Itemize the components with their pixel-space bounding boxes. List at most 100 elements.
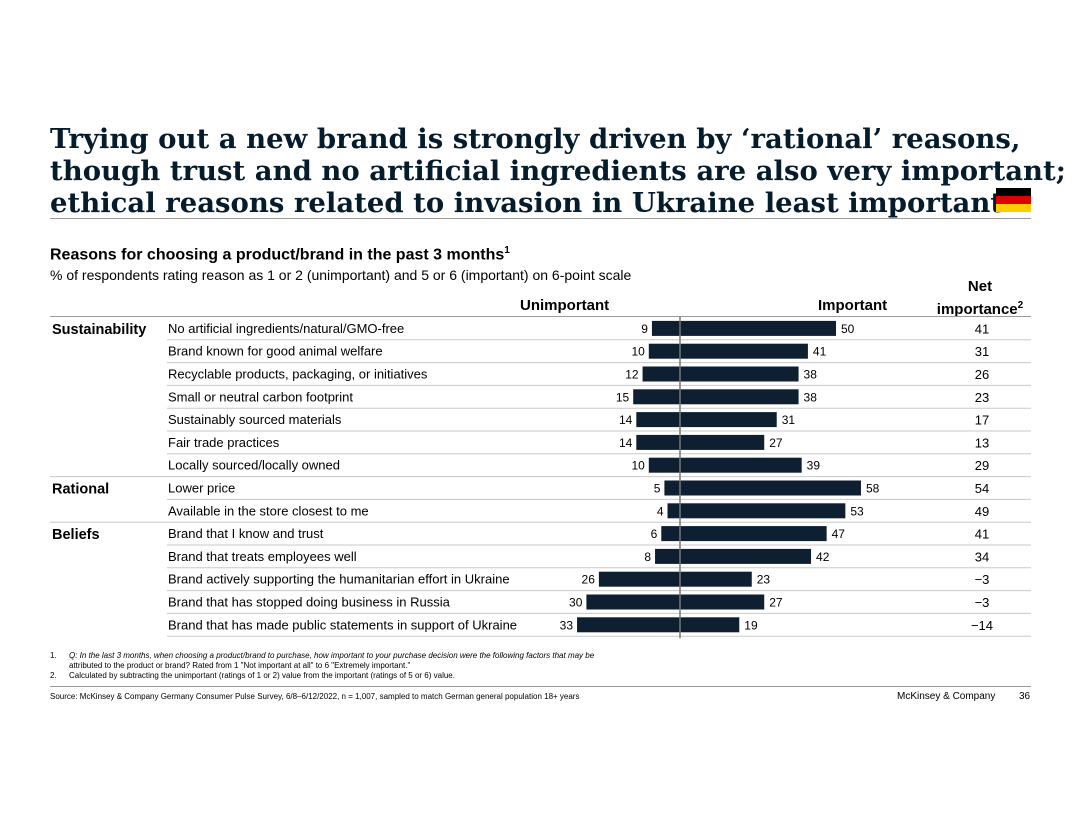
- bar-label-unimportant: 5: [654, 482, 661, 496]
- category-label: Brand actively supporting the humanitari…: [168, 572, 510, 587]
- net-importance-value: −3: [975, 572, 990, 587]
- brand-name: McKinsey & Company: [897, 691, 996, 702]
- bar-label-important: 53: [850, 504, 864, 518]
- germany-flag-icon: [996, 188, 1031, 212]
- bar-label-unimportant: 12: [625, 368, 639, 382]
- bar-unimportant: [633, 389, 680, 405]
- net-importance-value: 49: [975, 504, 989, 519]
- net-importance-value: 41: [975, 527, 989, 542]
- bar-label-unimportant: 30: [569, 596, 583, 610]
- bar-label-important: 58: [866, 482, 880, 496]
- category-label: No artificial ingredients/natural/GMO-fr…: [168, 321, 404, 336]
- bar-label-unimportant: 10: [631, 459, 645, 473]
- bar-label-important: 27: [769, 436, 783, 450]
- category-label: Brand that I know and trust: [168, 526, 324, 541]
- bar-label-unimportant: 4: [657, 504, 664, 518]
- bar-unimportant: [598, 571, 680, 587]
- bar-label-unimportant: 9: [641, 322, 648, 336]
- bar-important: [680, 434, 765, 450]
- bar-label-unimportant: 14: [619, 436, 633, 450]
- bar-label-important: 47: [832, 527, 846, 541]
- bar-unimportant: [586, 594, 680, 610]
- bar-unimportant: [664, 480, 680, 496]
- category-label: Sustainably sourced materials: [168, 412, 342, 427]
- category-label: Available in the store closest to me: [168, 503, 369, 518]
- page-title: Trying out a new brand is strongly drive…: [50, 123, 1066, 219]
- bar-label-unimportant: 14: [619, 413, 633, 427]
- category-label: Small or neutral carbon footprint: [168, 389, 353, 404]
- net-importance-value: −3: [975, 595, 990, 610]
- net-importance-value: 34: [975, 549, 989, 564]
- bar-important: [680, 412, 777, 428]
- net-importance-value: 23: [975, 390, 989, 405]
- bar-important: [680, 343, 808, 359]
- diverging-bar-chart: Sustainability Rational Beliefs No artifici…: [50, 317, 1031, 639]
- category-label: Lower price: [168, 481, 235, 496]
- net-importance-value: 29: [975, 458, 989, 473]
- bar-label-important: 39: [807, 459, 821, 473]
- bar-label-important: 38: [804, 390, 818, 404]
- bar-important: [680, 480, 861, 496]
- bar-unimportant: [577, 617, 680, 633]
- category-label: Brand that treats employees well: [168, 549, 357, 564]
- bar-label-important: 41: [813, 345, 827, 359]
- bar-label-important: 42: [816, 550, 830, 564]
- bar-label-unimportant: 15: [616, 390, 630, 404]
- bar-important: [680, 571, 752, 587]
- group-label: Beliefs: [52, 527, 100, 543]
- header-divider: [50, 316, 1031, 317]
- net-importance-value: 41: [975, 321, 989, 336]
- title-line: though trust and no artificial ingredien…: [50, 155, 1066, 187]
- bar-label-unimportant: 6: [651, 527, 658, 541]
- source-note: Source: McKinsey & Company Germany Consu…: [50, 692, 580, 701]
- bar-important: [680, 389, 799, 405]
- group-label: Sustainability: [52, 322, 146, 338]
- net-importance-value: 54: [975, 481, 989, 496]
- bar-label-important: 31: [782, 413, 796, 427]
- category-label: Recyclable products, packaging, or initi…: [168, 367, 428, 382]
- bar-unimportant: [636, 434, 680, 450]
- bar-unimportant: [648, 457, 680, 473]
- net-importance-value: −14: [971, 618, 993, 633]
- bar-label-unimportant: 26: [582, 573, 596, 587]
- flag-stripe-black: [996, 188, 1031, 196]
- net-importance-header: Net importance2: [936, 278, 1024, 318]
- bar-label-important: 23: [757, 573, 771, 587]
- bar-unimportant: [651, 320, 680, 336]
- bar-label-important: 19: [744, 618, 758, 632]
- bar-unimportant: [667, 503, 680, 519]
- bar-unimportant: [655, 548, 680, 564]
- category-label: Brand that has made public statements in…: [168, 617, 517, 632]
- title-divider: [50, 218, 1031, 219]
- bar-important: [680, 617, 740, 633]
- bar-label-important: 38: [804, 368, 818, 382]
- bar-important: [680, 594, 765, 610]
- bar-important: [680, 366, 799, 382]
- important-column-header: Important: [818, 297, 888, 314]
- bar-important: [680, 526, 827, 542]
- title-line: Trying out a new brand is strongly drive…: [50, 123, 1021, 155]
- net-importance-value: 31: [975, 344, 989, 359]
- bar-unimportant: [642, 366, 680, 382]
- chart-subnote: % of respondents rating reason as 1 or 2…: [50, 267, 632, 283]
- category-label: Fair trade practices: [168, 435, 280, 450]
- title-line: ethical reasons related to invasion in U…: [50, 187, 1004, 219]
- net-importance-value: 17: [975, 413, 989, 428]
- chart-subtitle: Reasons for choosing a product/brand in …: [50, 245, 510, 264]
- page-number: 36: [1019, 691, 1031, 702]
- footer-divider: [50, 686, 1031, 687]
- net-importance-value: 13: [975, 435, 989, 450]
- category-label: Brand known for good animal welfare: [168, 344, 383, 359]
- unimportant-column-header: Unimportant: [520, 297, 610, 314]
- bar-label-unimportant: 8: [644, 550, 651, 564]
- bar-important: [680, 548, 812, 564]
- bar-important: [680, 320, 836, 336]
- group-label: Rational: [52, 482, 109, 498]
- bar-label-important: 50: [841, 322, 855, 336]
- category-label: Locally sourced/locally owned: [168, 458, 340, 473]
- bar-label-important: 27: [769, 596, 783, 610]
- bar-important: [680, 503, 846, 519]
- bar-label-unimportant: 33: [560, 618, 574, 632]
- bar-unimportant: [648, 343, 680, 359]
- category-label: Brand that has stopped doing business in…: [168, 595, 451, 610]
